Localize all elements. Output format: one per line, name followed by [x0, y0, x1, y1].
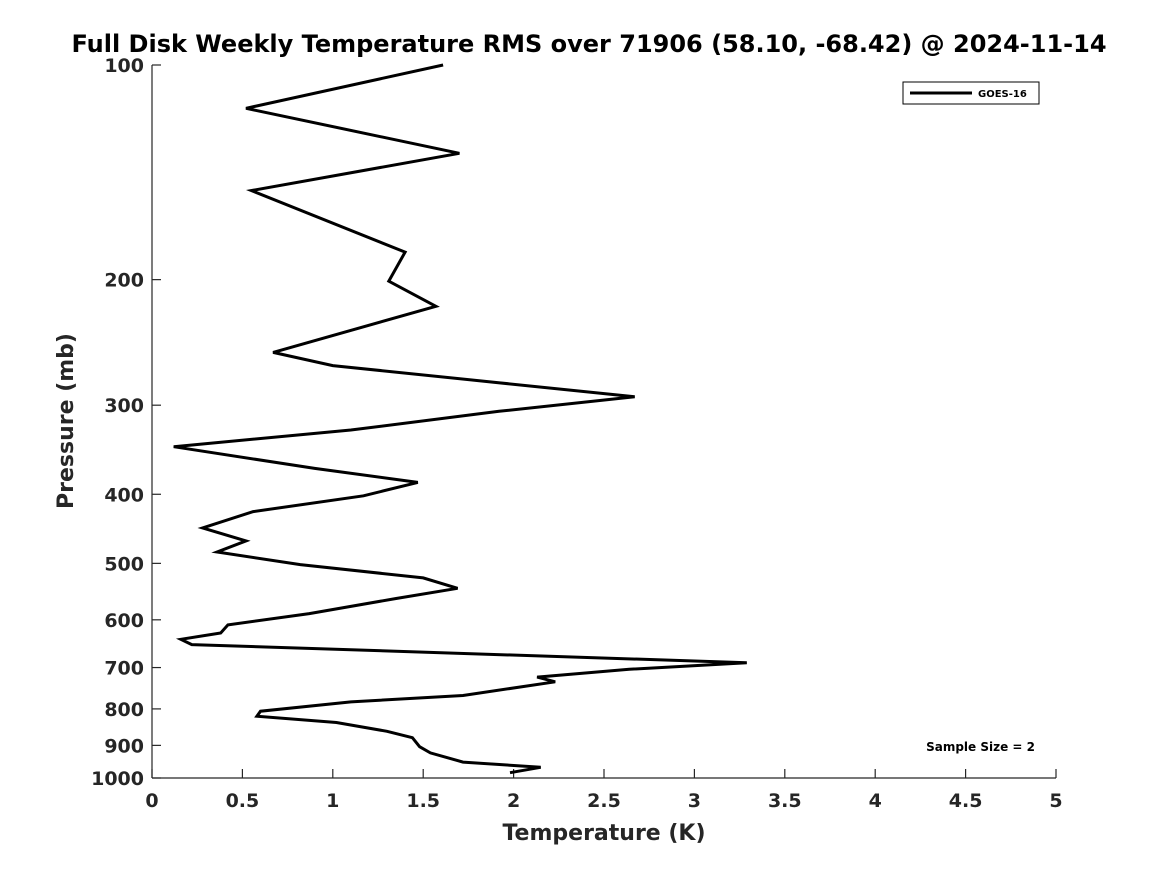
y-tick-label: 800 [104, 699, 144, 721]
y-tick-label: 200 [104, 270, 144, 292]
y-tick-label: 100 [104, 55, 144, 77]
series-group [173, 63, 747, 775]
y-tick-label: 700 [104, 658, 144, 680]
series-line-goes-16 [173, 63, 747, 775]
x-tick-label: 4 [869, 790, 882, 812]
x-ticks: 0 0.5 1 1.5 2 2.5 3 3.5 4 4.5 5 [145, 769, 1063, 812]
y-axis-label: Pressure (mb) [54, 333, 79, 509]
x-tick-label: 4.5 [949, 790, 983, 812]
y-tick-label: 600 [104, 610, 144, 632]
legend-label: GOES-16 [978, 89, 1027, 100]
y-ticks: 100 200 300 400 500 600 700 800 900 1000 [91, 55, 161, 790]
y-tick-label: 500 [104, 553, 144, 575]
x-tick-label: 3 [688, 790, 701, 812]
y-tick-label: 1000 [91, 768, 144, 790]
y-tick-label: 900 [104, 735, 144, 757]
x-tick-label: 5 [1049, 790, 1062, 812]
chart-title: Full Disk Weekly Temperature RMS over 71… [71, 30, 1106, 58]
legend: GOES-16 [902, 81, 1040, 105]
x-tick-label: 0 [145, 790, 158, 812]
x-axis-label: Temperature (K) [502, 821, 705, 846]
x-tick-label: 2 [507, 790, 520, 812]
x-tick-label: 1.5 [406, 790, 440, 812]
x-tick-label: 1 [326, 790, 339, 812]
sample-size-annotation: Sample Size = 2 [926, 740, 1035, 754]
x-tick-label: 3.5 [768, 790, 802, 812]
y-tick-label: 400 [104, 484, 144, 506]
x-tick-label: 0.5 [226, 790, 260, 812]
x-tick-label: 2.5 [587, 790, 621, 812]
y-tick-label: 300 [104, 395, 144, 417]
